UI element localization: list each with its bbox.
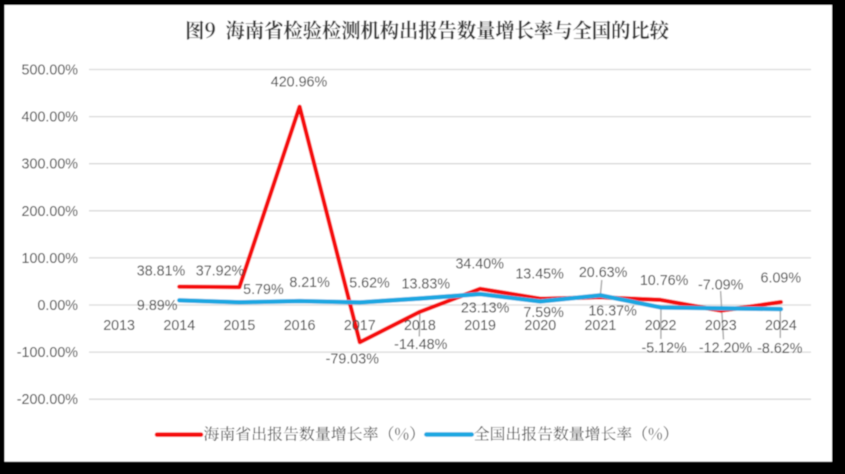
svg-text:-100.00%: -100.00% (17, 345, 78, 361)
svg-text:34.40%: 34.40% (455, 257, 504, 273)
svg-text:300.00%: 300.00% (22, 157, 79, 173)
svg-text:38.81%: 38.81% (137, 263, 186, 279)
svg-text:20.63%: 20.63% (579, 265, 628, 281)
svg-text:-14.48%: -14.48% (394, 337, 448, 353)
svg-text:-7.09%: -7.09% (698, 278, 744, 294)
svg-text:7.59%: 7.59% (523, 305, 564, 321)
svg-text:8.21%: 8.21% (289, 275, 330, 291)
svg-text:37.92%: 37.92% (196, 263, 245, 279)
svg-text:23.13%: 23.13% (461, 301, 510, 317)
svg-text:5.62%: 5.62% (349, 276, 390, 292)
svg-text:2013: 2013 (103, 318, 135, 334)
svg-text:-5.12%: -5.12% (641, 340, 687, 356)
svg-text:2024: 2024 (765, 318, 797, 334)
svg-text:100.00%: 100.00% (22, 251, 79, 267)
svg-text:-79.03%: -79.03% (326, 352, 380, 368)
svg-text:-200.00%: -200.00% (17, 392, 78, 408)
svg-text:2014: 2014 (163, 318, 195, 334)
svg-text:16.37%: 16.37% (588, 303, 637, 319)
svg-text:2016: 2016 (284, 318, 316, 334)
svg-text:2018: 2018 (404, 318, 436, 334)
svg-text:13.45%: 13.45% (515, 267, 564, 283)
svg-text:2021: 2021 (584, 318, 616, 334)
svg-text:2015: 2015 (223, 318, 255, 334)
svg-text:10.76%: 10.76% (640, 273, 689, 289)
svg-text:9.89%: 9.89% (137, 298, 178, 314)
svg-text:-12.20%: -12.20% (699, 340, 753, 356)
svg-text:200.00%: 200.00% (22, 204, 79, 220)
svg-text:-8.62%: -8.62% (757, 341, 803, 357)
svg-text:2020: 2020 (524, 318, 556, 334)
svg-text:2019: 2019 (464, 318, 496, 334)
svg-text:2017: 2017 (344, 318, 376, 334)
svg-text:6.09%: 6.09% (761, 271, 802, 287)
svg-text:0.00%: 0.00% (37, 298, 78, 314)
svg-text:500.00%: 500.00% (22, 63, 79, 79)
svg-text:13.83%: 13.83% (402, 276, 451, 292)
svg-text:5.79%: 5.79% (243, 282, 284, 298)
svg-text:2023: 2023 (705, 318, 737, 334)
svg-text:420.96%: 420.96% (271, 74, 328, 90)
svg-text:400.00%: 400.00% (22, 110, 79, 126)
svg-text:2022: 2022 (645, 318, 677, 334)
